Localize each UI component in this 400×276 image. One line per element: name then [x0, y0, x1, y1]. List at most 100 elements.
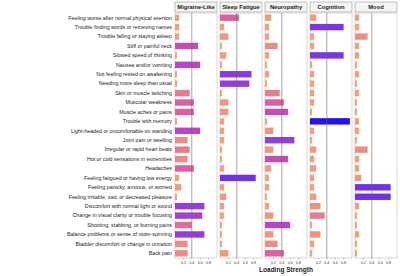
- bar: [310, 80, 314, 86]
- tick-mark: [388, 258, 389, 260]
- bar: [220, 118, 224, 124]
- bar: [265, 109, 288, 115]
- bar: [220, 241, 222, 247]
- tick-label: 0.2: [271, 261, 276, 265]
- x-axis-label: Loading Strength: [259, 266, 313, 274]
- bar: [310, 109, 312, 115]
- bar: [220, 231, 222, 237]
- category-label: Slowed speed of thinking: [113, 52, 172, 58]
- bar: [175, 231, 204, 237]
- bar: [355, 175, 361, 181]
- bar: [355, 24, 359, 30]
- bar: [175, 165, 194, 171]
- panel-header: [220, 2, 262, 12]
- bar: [355, 33, 368, 39]
- bar: [355, 128, 359, 134]
- bar: [310, 90, 314, 96]
- bar: [175, 175, 179, 181]
- bar: [220, 156, 222, 162]
- tick-mark: [380, 258, 381, 260]
- bar: [310, 165, 316, 171]
- bar: [265, 250, 284, 256]
- bar: [175, 43, 198, 49]
- bar: [265, 62, 267, 68]
- bar: [220, 52, 226, 58]
- bars: [355, 15, 391, 257]
- bar: [265, 194, 267, 200]
- tick-mark: [326, 258, 327, 260]
- bar: [310, 146, 316, 152]
- bar: [175, 222, 192, 228]
- bar: [220, 80, 249, 86]
- tick-label: 0.4: [234, 261, 239, 265]
- category-label: Discomfort with normal light or sound: [85, 203, 172, 209]
- bar: [265, 24, 269, 30]
- bar: [175, 212, 202, 218]
- tick-label: 0.2: [316, 261, 321, 265]
- bar: [175, 52, 177, 58]
- bar: [310, 175, 314, 181]
- bar: [355, 80, 357, 86]
- bar: [310, 33, 314, 39]
- bar: [355, 212, 357, 218]
- bar: [175, 184, 181, 190]
- bar: [355, 241, 357, 247]
- panel-title: Migraine-Like: [177, 4, 215, 10]
- bar: [175, 194, 177, 200]
- bar: [310, 118, 350, 124]
- tick-mark: [236, 258, 237, 260]
- category-label: Feeling irritable, sad, or decreased ple…: [69, 194, 172, 200]
- category-label: Needing more sleep than usual: [99, 80, 172, 86]
- bar: [355, 231, 359, 237]
- bar: [220, 146, 222, 152]
- bar: [220, 212, 224, 218]
- tick-mark: [371, 258, 372, 260]
- bar: [310, 15, 316, 21]
- tick-mark: [281, 258, 282, 260]
- bar: [265, 128, 273, 134]
- bar: [220, 222, 222, 228]
- tick-label: 0.2: [226, 261, 231, 265]
- bar: [355, 90, 359, 96]
- bar: [355, 184, 391, 190]
- panel-title: Neuropathy: [270, 4, 303, 10]
- bar: [310, 156, 314, 162]
- bar: [220, 15, 239, 21]
- panel-frame: [265, 13, 307, 258]
- bar: [175, 118, 177, 124]
- bar: [265, 175, 269, 181]
- panel-header: [175, 2, 217, 12]
- panel-title: Mood: [368, 4, 384, 10]
- tick-label: 0.2: [361, 261, 366, 265]
- category-label: Muscle aches or pains: [119, 109, 172, 115]
- tick-mark: [273, 258, 274, 260]
- tick-label: 0.8: [386, 261, 391, 265]
- bar: [355, 222, 357, 228]
- bar: [355, 71, 359, 77]
- category-label: Trouble finding words or retrieving name…: [75, 24, 173, 30]
- bar: [265, 33, 269, 39]
- bar: [265, 165, 271, 171]
- tick-mark: [200, 258, 201, 260]
- bar: [220, 109, 228, 115]
- bar: [220, 250, 228, 256]
- category-label: Bladder discomfort or change in urinatio…: [75, 241, 172, 247]
- tick-label: 0.6: [243, 261, 248, 265]
- bar: [310, 231, 321, 237]
- bar: [265, 43, 278, 49]
- tick-mark: [290, 258, 291, 260]
- tick-mark: [363, 258, 364, 260]
- bar: [355, 194, 391, 200]
- bar: [310, 222, 312, 228]
- tick-label: 0.6: [378, 261, 383, 265]
- category-label: Change in visual clarity or trouble focu…: [72, 212, 172, 218]
- bar: [265, 231, 273, 237]
- category-label: Joint pain or swelling: [123, 137, 172, 143]
- tick-label: 0.6: [288, 261, 293, 265]
- bar: [355, 250, 357, 256]
- threshold-line: [281, 13, 282, 258]
- bar: [175, 24, 179, 30]
- bar: [220, 165, 224, 171]
- category-label: Feeling panicky, anxious, or worried: [88, 184, 172, 190]
- tick-label: 0.4: [279, 261, 284, 265]
